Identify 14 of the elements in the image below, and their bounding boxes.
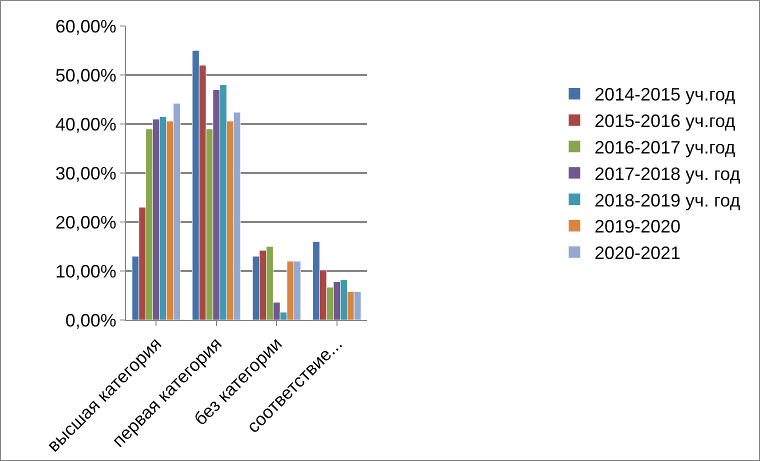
legend-label: 2018-2019 уч. год bbox=[594, 190, 741, 210]
legend-label: 2017-2018 уч. год bbox=[594, 164, 741, 184]
y-tick-label: 30,00% bbox=[55, 163, 116, 184]
legend-label: 2019-2020 bbox=[594, 216, 681, 237]
y-tick-label: 50,00% bbox=[55, 65, 116, 86]
y-tick-label: 0,00% bbox=[65, 310, 116, 330]
y-tick-label: 40,00% bbox=[55, 114, 116, 134]
legend-label: 2014-2015 уч.год bbox=[594, 84, 736, 105]
y-tick-label: 20,00% bbox=[55, 212, 116, 232]
legend-label: 2020-2021 bbox=[594, 243, 681, 264]
y-tick-label: 60,00% bbox=[55, 16, 116, 36]
y-tick-label: 10,00% bbox=[55, 261, 116, 282]
legend-label: 2016-2017 уч.год bbox=[594, 138, 736, 158]
legend-label: 2015-2016 уч.год bbox=[594, 111, 736, 132]
